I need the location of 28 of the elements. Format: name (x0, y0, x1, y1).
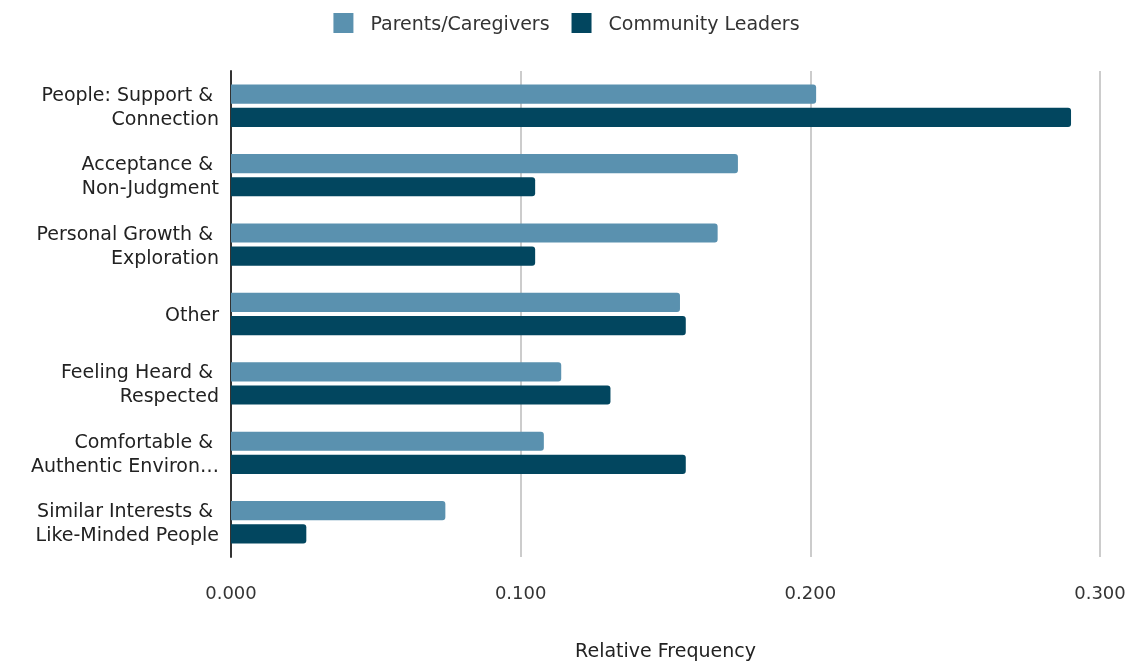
bar (231, 431, 544, 451)
bar (231, 292, 680, 312)
y-tick-label: Similar Interests & Like-Minded People (35, 499, 219, 546)
y-tick-label: Comfortable & Authentic Environ… (30, 429, 219, 476)
x-tick-label: 0.200 (784, 581, 837, 603)
legend-label: Community Leaders (608, 12, 800, 34)
y-tick-label: People: Support & Connection (41, 82, 219, 129)
bar (231, 107, 1072, 127)
bar (231, 246, 536, 266)
bar (231, 524, 307, 544)
bar (231, 84, 817, 104)
bar (231, 454, 686, 475)
bar (231, 316, 686, 336)
y-tick-label: Feeling Heard & Respected (60, 360, 219, 407)
bar (231, 153, 738, 174)
bar (231, 362, 562, 382)
bar (231, 177, 536, 197)
y-tick-label: Acceptance & Non-Judgment (81, 152, 219, 199)
legend-label: Parents/Caregivers (370, 12, 550, 34)
y-tick-label: Other (165, 303, 220, 325)
x-tick-label: 0.300 (1074, 581, 1126, 603)
bar (231, 501, 446, 521)
y-tick-label: Personal Growth & Exploration (36, 221, 219, 268)
x-axis-title: Relative Frequency (575, 638, 756, 661)
bar (231, 385, 611, 405)
bar (231, 223, 718, 243)
x-tick-label: 0.100 (494, 581, 547, 603)
x-tick-label: 0.000 (205, 581, 257, 603)
